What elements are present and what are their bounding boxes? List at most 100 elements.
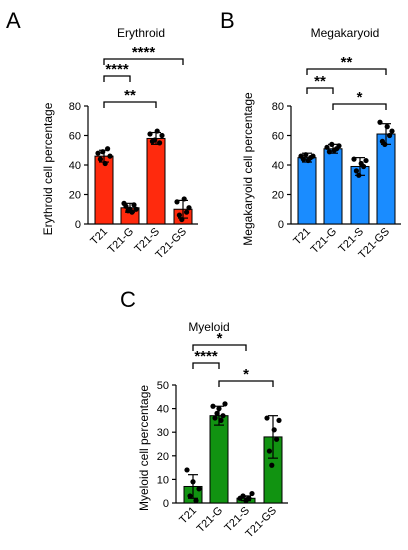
panel-erythroid: A Erythroid Erythroid cell percentage 0 2… (6, 8, 198, 261)
significance-label: * (217, 330, 223, 347)
y-tick-label: 80 (272, 101, 284, 113)
panel-megakaryoid: B Megakaryoid Megakaryoid cell percentag… (220, 8, 401, 261)
data-point (210, 403, 216, 409)
data-point (107, 153, 113, 159)
significance-label: **** (105, 61, 129, 78)
significance-bracket (218, 380, 274, 387)
data-point (264, 415, 270, 421)
data-point (329, 141, 335, 147)
y-tick-label: 80 (69, 101, 81, 113)
y-tick-label: 20 (69, 190, 81, 202)
panel-myeloid: C Myeloid Myeloid cell percentage 0 10 20 3… (120, 287, 288, 540)
bar (376, 133, 396, 225)
data-point (154, 128, 160, 134)
data-point (97, 156, 103, 162)
panel-letter: C (120, 287, 136, 312)
data-point (300, 156, 306, 162)
panel-letter: B (220, 8, 235, 33)
significance-label: ** (124, 87, 136, 104)
y-tick-label: 60 (69, 131, 81, 143)
y-tick-label: 20 (157, 451, 169, 463)
y-tick-label: 60 (272, 131, 284, 143)
data-point (186, 205, 192, 211)
y-tick-label: 30 (157, 427, 169, 439)
y-tick-label: 0 (163, 498, 169, 510)
data-point (218, 417, 224, 423)
data-point (184, 209, 190, 215)
data-point (214, 410, 220, 416)
data-point (384, 124, 390, 130)
data-point (249, 490, 255, 497)
y-tick-label: 40 (157, 404, 169, 416)
significance-bracket (103, 58, 184, 65)
data-point (271, 427, 277, 433)
data-point (184, 467, 190, 473)
data-point (361, 163, 367, 170)
data-point (389, 128, 395, 134)
data-point (133, 206, 139, 212)
y-tick-label: 0 (278, 219, 284, 231)
x-tick-label: T21-G (195, 505, 226, 536)
data-point (95, 150, 101, 156)
significance-bracket (192, 344, 247, 351)
data-point (212, 415, 218, 421)
data-point (102, 160, 108, 167)
bar (146, 137, 166, 225)
data-point (336, 143, 342, 149)
y-tick-label: 50 (157, 380, 169, 392)
significance-label: * (243, 366, 249, 383)
x-tick-label: T21 (88, 226, 110, 248)
bar (94, 155, 114, 225)
chart-title: Myeloid (188, 320, 229, 334)
significance-label: **** (194, 348, 218, 365)
data-point (356, 172, 362, 178)
data-point (363, 157, 369, 164)
y-axis-label: Megakaryoid cell percentage (241, 92, 255, 246)
data-point (269, 462, 275, 468)
x-tick-label: T21-G (106, 226, 137, 257)
data-point (387, 132, 393, 139)
data-point (179, 216, 185, 223)
x-tick-label: T21-G (309, 226, 340, 257)
data-point (131, 202, 137, 208)
significance-label: ** (341, 54, 353, 71)
data-point (266, 448, 272, 454)
data-point (105, 146, 111, 152)
significance-label: * (357, 89, 363, 106)
data-point (274, 436, 280, 442)
data-point (181, 196, 187, 202)
data-point (193, 498, 199, 504)
significance-bracket (103, 75, 131, 82)
data-point (123, 203, 129, 209)
data-point (157, 140, 163, 146)
data-point (382, 141, 388, 147)
significance-bracket (306, 68, 387, 75)
bar (323, 148, 343, 225)
y-tick-label: 40 (69, 160, 81, 172)
y-axis-label: Erythroid cell percentage (41, 102, 55, 235)
data-point (240, 493, 246, 499)
data-point (152, 137, 158, 143)
y-tick-label: 40 (272, 160, 284, 172)
significance-bracket (192, 362, 220, 369)
significance-label: **** (132, 44, 156, 61)
y-axis-label: Myeloid cell percentage (137, 385, 151, 511)
significance-bracket (332, 103, 387, 110)
data-point (187, 493, 193, 499)
x-tick-label: T21 (291, 226, 313, 248)
data-point (246, 495, 252, 501)
significance-label: ** (314, 73, 326, 90)
data-point (222, 401, 228, 407)
data-point (310, 153, 316, 159)
data-point (303, 152, 309, 158)
x-tick-label: T21 (177, 505, 199, 527)
y-tick-label: 0 (75, 219, 81, 231)
significance-bracket (103, 101, 157, 108)
data-point (324, 144, 330, 150)
significance-bracket (306, 87, 334, 94)
y-tick-label: 20 (272, 190, 284, 202)
data-point (100, 149, 106, 155)
bar (209, 415, 229, 504)
chart-title: Megakaryoid (311, 26, 380, 40)
data-point (176, 212, 182, 218)
